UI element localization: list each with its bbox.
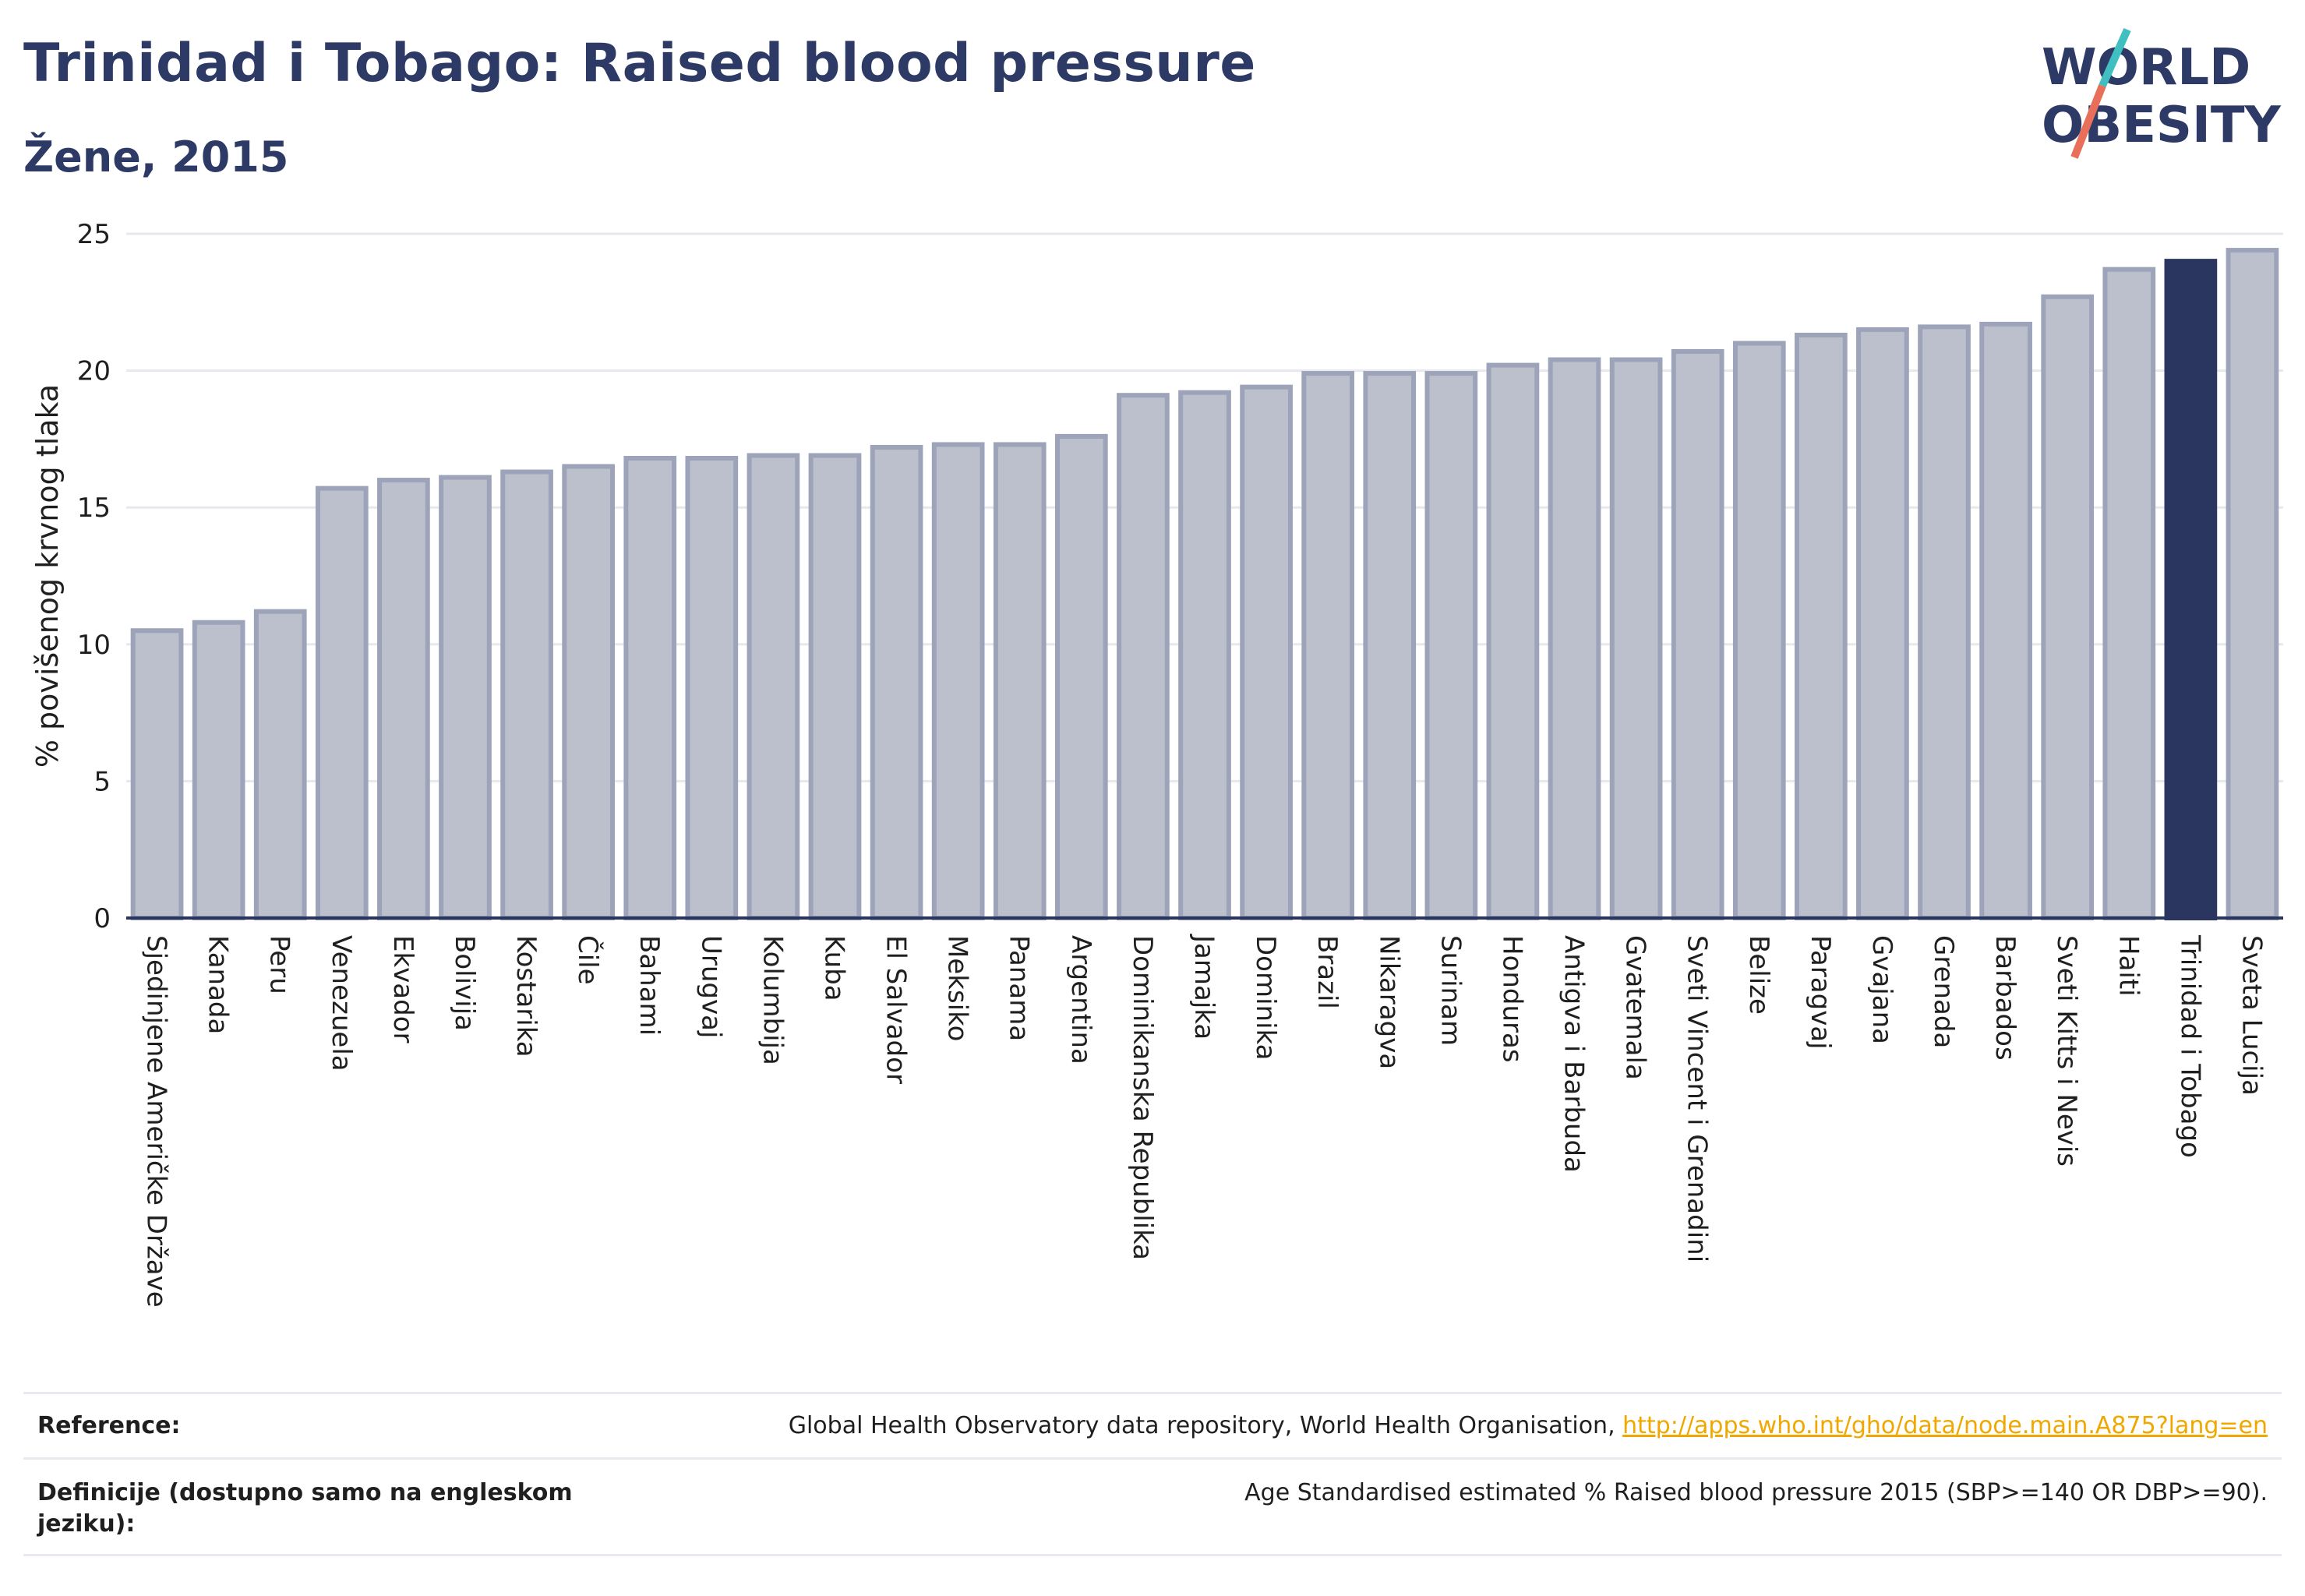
x-tick-label: Surinam [1435, 935, 1466, 1046]
x-tick-label: Ekvador [387, 935, 418, 1043]
x-tick-label: Peru [264, 935, 295, 994]
definition-label: Definicije (dostupno samo na engleskom j… [37, 1478, 573, 1540]
bar [2226, 248, 2279, 920]
footer-divider-top [23, 1392, 2282, 1394]
x-tick-label: Jamajka [1188, 934, 1220, 1040]
y-tick-label: 10 [77, 630, 111, 661]
x-tick-label: Antigva i Barbuda [1558, 935, 1590, 1173]
x-tick-label: Bahami [634, 935, 665, 1036]
bar [2041, 294, 2095, 920]
x-tick-label: Paragvaj [1805, 935, 1836, 1050]
x-tick-label: Čile [572, 935, 604, 985]
y-tick-label: 15 [77, 493, 111, 524]
reference-value: Global Health Observatory data repositor… [789, 1412, 2268, 1439]
x-tick-label: Brazil [1311, 935, 1343, 1009]
x-tick-label: Sveti Vincent i Grenadini [1682, 935, 1713, 1262]
bar [315, 486, 369, 920]
reference-label: Reference: [37, 1412, 181, 1439]
bar [1363, 371, 1417, 920]
x-tick-label: Urugvaj [695, 935, 726, 1038]
y-tick-label: 20 [77, 356, 111, 387]
bar [377, 478, 430, 920]
bar-highlighted [2164, 259, 2218, 920]
x-tick-label: El Salvador [881, 935, 912, 1084]
x-tick-label: Meksiko [942, 935, 973, 1041]
bar [685, 455, 739, 920]
bar [253, 609, 307, 920]
x-tick-label: Trinidad i Tobago [2174, 934, 2205, 1158]
logo-slash-coral [2070, 84, 2106, 159]
bar [1548, 357, 1601, 920]
bar [1609, 357, 1663, 920]
reference-text: Global Health Observatory data repositor… [788, 1412, 1623, 1439]
bar [1240, 384, 1293, 920]
x-tick-label: Haiti [2113, 935, 2144, 997]
bar [1732, 341, 1786, 921]
bar [1301, 371, 1355, 920]
bar [808, 453, 862, 920]
x-tick-label: Barbados [1989, 935, 2021, 1061]
bar [623, 455, 677, 920]
footer-divider-middle [23, 1457, 2282, 1460]
bar [1117, 393, 1170, 920]
x-tick-label: Sjedinjene Američke Države [141, 935, 172, 1308]
bar [500, 469, 553, 920]
definition-row: Definicije (dostupno samo na engleskom j… [23, 1478, 2282, 1548]
bar [931, 442, 985, 920]
x-tick-label: Bolivija [449, 935, 480, 1031]
reference-link[interactable]: http://apps.who.int/gho/data/node.main.A… [1622, 1412, 2268, 1439]
x-tick-label: Venezuela [326, 935, 357, 1072]
y-tick-label: 0 [94, 903, 111, 934]
y-tick-label: 25 [77, 219, 111, 250]
chart-title: Trinidad i Tobago: Raised blood pressure [23, 33, 1256, 94]
x-tick-label: Sveta Lucija [2236, 935, 2267, 1096]
x-tick-label: Kanada [203, 935, 234, 1034]
bar [1486, 362, 1540, 920]
y-tick-label: 5 [94, 766, 111, 797]
bar [1856, 327, 1909, 921]
logo-line1: WORLD [2042, 39, 2250, 97]
definition-text: Age Standardised estimated % Raised bloo… [1244, 1479, 2268, 1506]
footer-divider-bottom [23, 1554, 2282, 1556]
x-tick-label: Kuba [818, 935, 849, 1001]
definition-label-line2: jeziku): [37, 1510, 136, 1538]
x-tick-label: Honduras [1496, 935, 1527, 1063]
bar [1979, 321, 2032, 920]
bar [1424, 371, 1478, 920]
logo-slash-teal [2099, 27, 2131, 88]
x-tick-label: Gvatemala [1620, 935, 1651, 1080]
bar [1178, 390, 1231, 921]
x-tick-label: Panama [1004, 935, 1035, 1041]
x-tick-label: Kolumbija [757, 935, 788, 1065]
x-tick-label: Dominikanska Republika [1127, 935, 1158, 1260]
x-tick-label: Grenada [1928, 935, 1959, 1048]
definition-label-line1: Definicije (dostupno samo na engleskom [37, 1479, 573, 1506]
y-axis-label: % povišenog krvnog tlaka [30, 384, 65, 768]
bar [1795, 332, 1848, 921]
x-tick-label: Dominika [1250, 935, 1281, 1060]
bar [192, 620, 245, 920]
x-tick-label: Nikaragva [1373, 935, 1404, 1069]
x-tick-label: Argentina [1065, 935, 1096, 1065]
bar [1918, 324, 1971, 920]
bar [439, 475, 492, 920]
bar [2102, 267, 2156, 920]
bar [1671, 349, 1724, 920]
bar [562, 464, 615, 920]
x-tick-label: Kostarika [510, 935, 542, 1058]
chart-subtitle: Žene, 2015 [23, 132, 289, 182]
bar [1054, 433, 1108, 920]
bar-chart: 0 5 10 15 20 25 % povišenog krvnog tlaka Sjedin… [30, 219, 2283, 1308]
x-tick-label: Belize [1743, 935, 1774, 1015]
x-tick-label: Sveti Kitts i Nevis [2051, 935, 2082, 1167]
x-tick-label: Gvajana [1866, 935, 1897, 1044]
reference-row: Reference: Global Health Observatory dat… [23, 1412, 2282, 1451]
world-obesity-logo: WORLD OBESITY [2042, 27, 2281, 159]
bar [130, 628, 184, 920]
bar [870, 444, 923, 920]
bar [747, 453, 800, 920]
bar [993, 442, 1047, 920]
